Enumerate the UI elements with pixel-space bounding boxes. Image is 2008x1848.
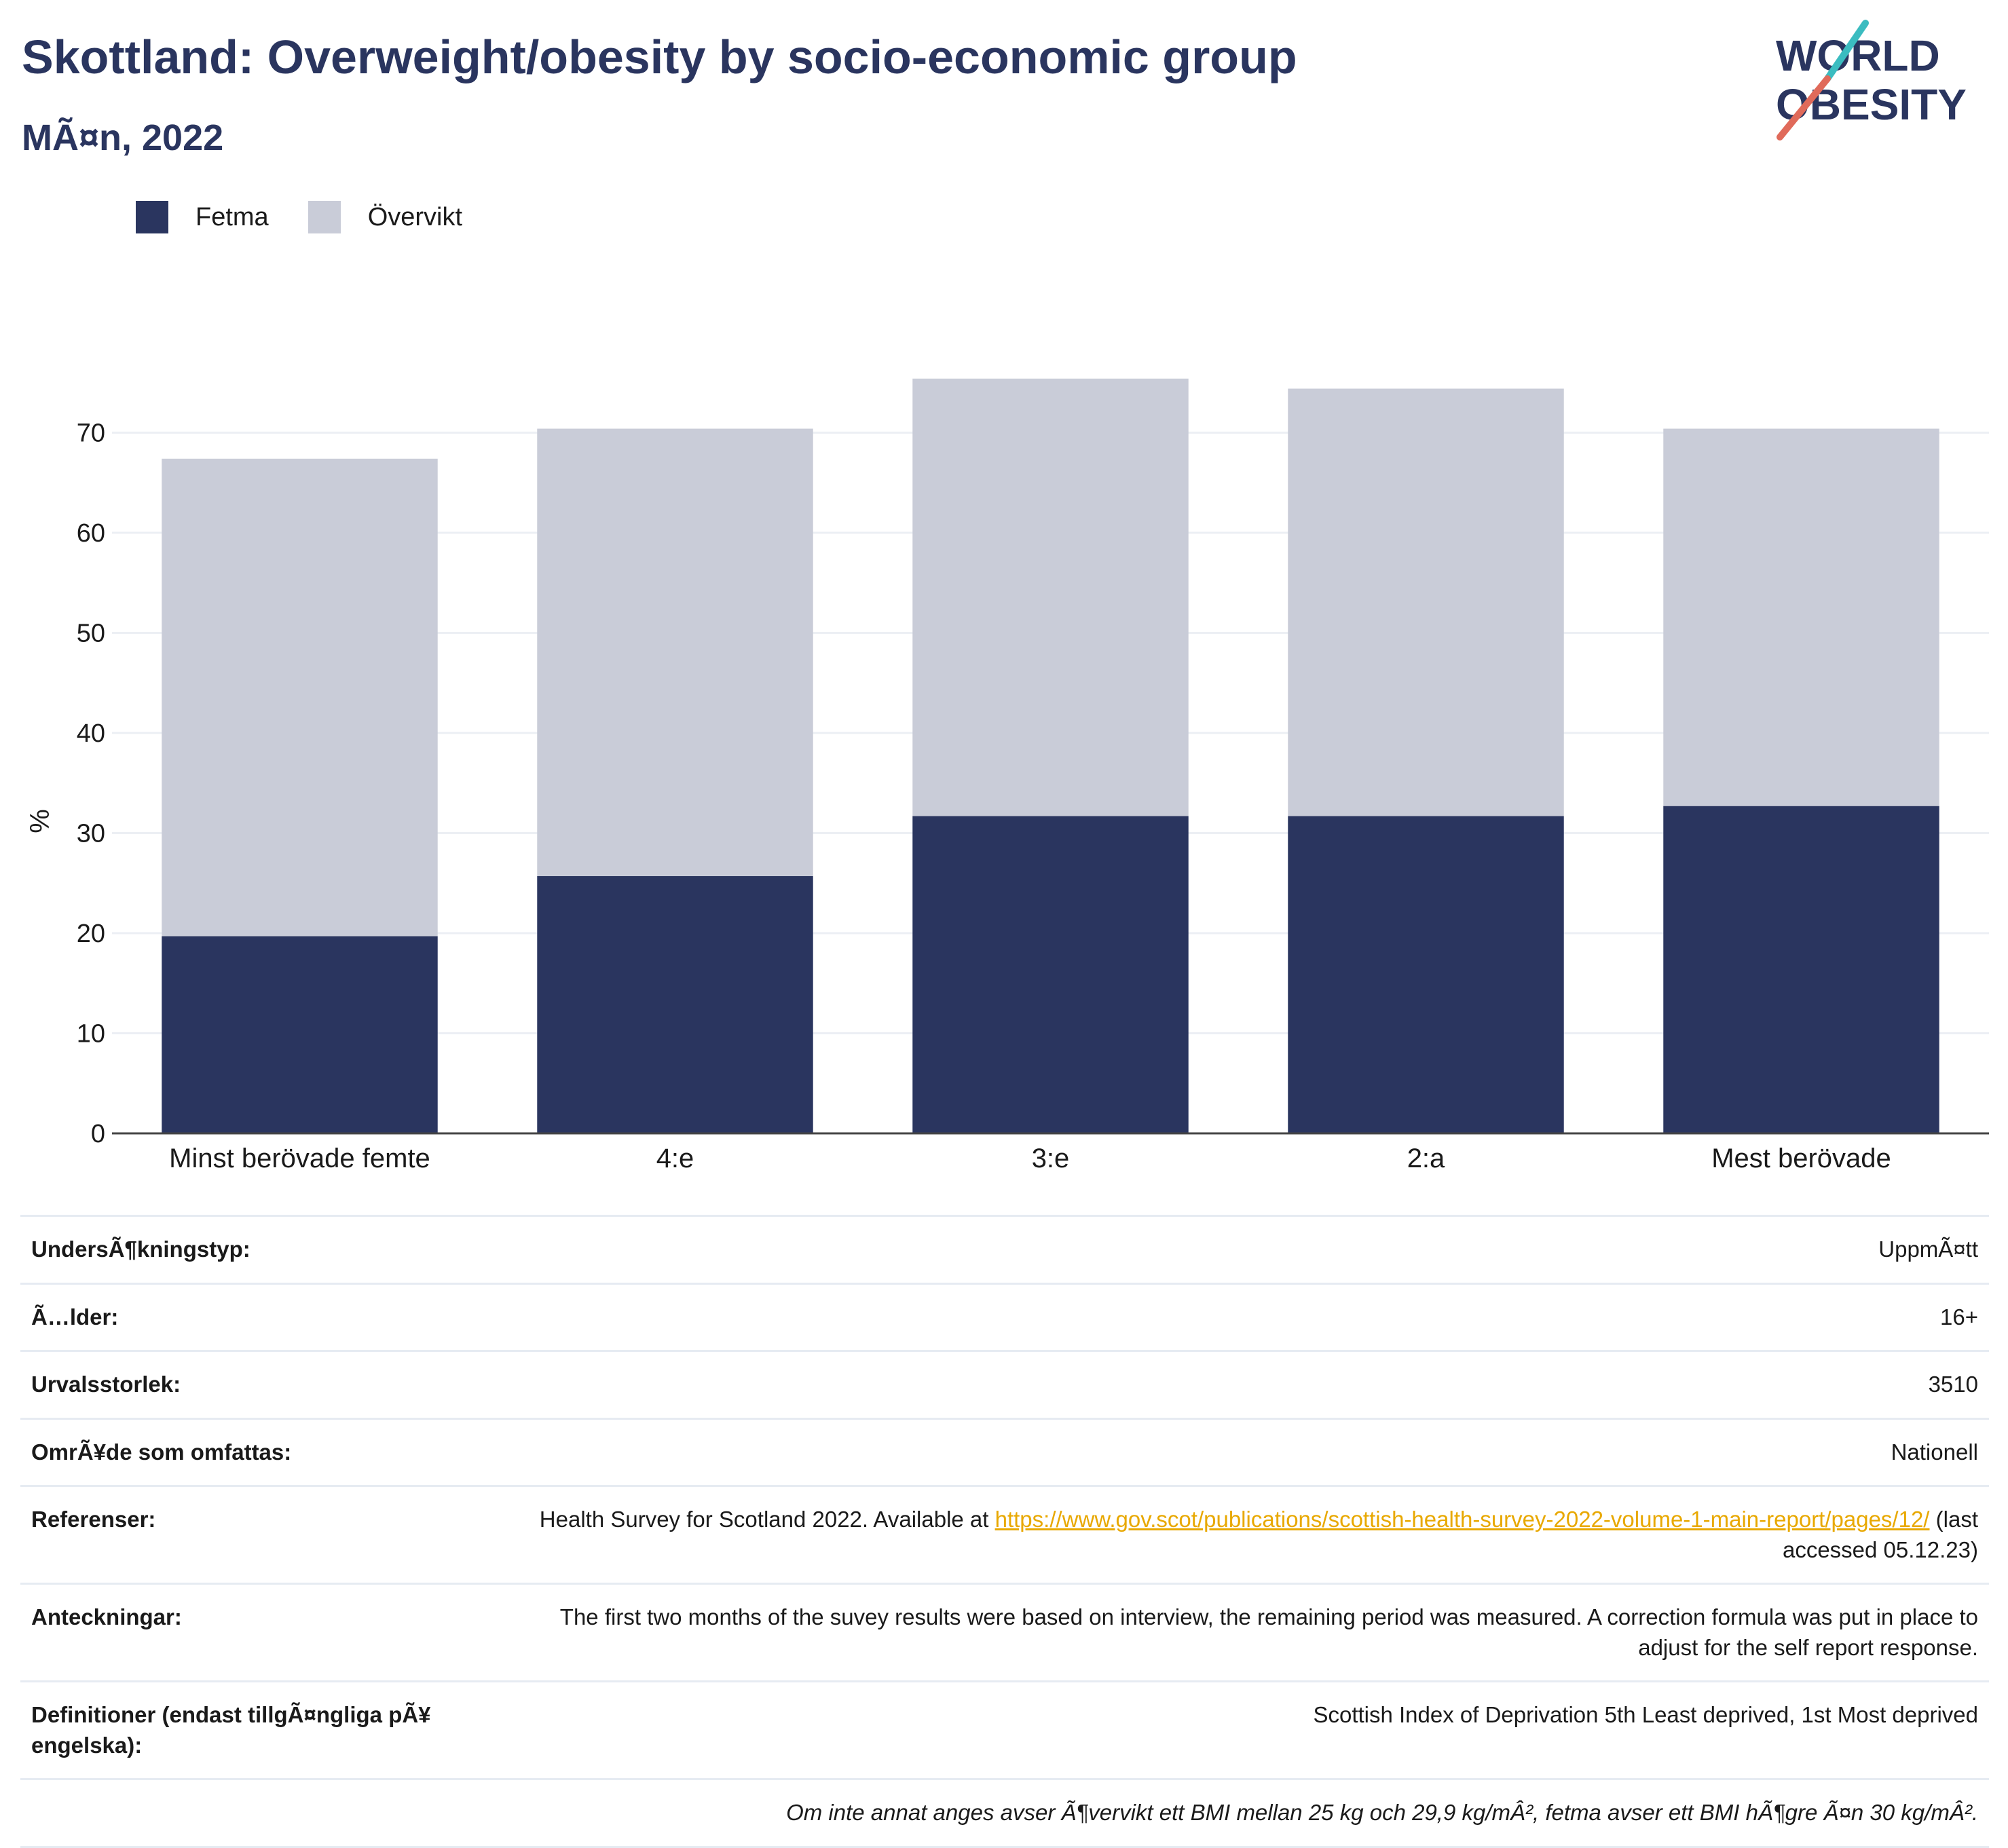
bar-fetma <box>912 816 1189 1133</box>
bar-fetma <box>1288 816 1564 1133</box>
legend: Fetma Övervikt <box>136 201 502 233</box>
world-obesity-logo: WORLD OBESITY <box>1776 20 1967 140</box>
info-row-area: OmrÃ¥de som omfattas: Nationell <box>20 1417 1989 1486</box>
info-label: Definitioner (endast tillgÃ¤ngliga pÃ¥ e… <box>20 1680 517 1779</box>
bar-fetma <box>1663 806 1939 1133</box>
bar-overvikt <box>1663 428 1939 806</box>
y-tick-label: 50 <box>77 620 105 648</box>
legend-label-fetma: Fetma <box>196 202 269 231</box>
bar-overvikt <box>537 428 813 876</box>
y-tick-label: 60 <box>77 519 105 548</box>
chart-subtitle: MÃ¤n, 2022 <box>22 117 224 158</box>
bar-overvikt <box>1288 388 1564 816</box>
y-tick-label: 20 <box>77 920 105 948</box>
x-tick-label: Mest berövade <box>1711 1144 1891 1173</box>
info-table: UndersÃ¶kningstyp: UppmÃ¤tt Ã…lder: 16+ … <box>20 1215 1989 1848</box>
x-tick-label: 2:a <box>1407 1144 1445 1173</box>
reference-text: Health Survey for Scotland 2022. Availab… <box>539 1507 995 1532</box>
reference-link[interactable]: https://www.gov.scot/publications/scotti… <box>994 1507 1930 1532</box>
y-axis-label: % <box>25 809 55 833</box>
stacked-bar-chart: 0 10 20 30 40 50 60 70% Minst berövade femte 4:e 3… <box>25 378 1989 1173</box>
info-row-notes: Anteckningar: The first two months of th… <box>20 1583 1989 1682</box>
info-value: 16+ <box>517 1282 1989 1351</box>
info-label: Referenser: <box>20 1485 517 1584</box>
footnote: Om inte annat anges avser Ã¶vervikt ett … <box>20 1778 1989 1848</box>
y-tick-label: 0 <box>91 1120 105 1148</box>
x-tick-label: Minst berövade femte <box>169 1144 430 1173</box>
info-value: 3510 <box>517 1350 1989 1419</box>
info-label: Anteckningar: <box>20 1583 517 1682</box>
info-value: Nationell <box>517 1417 1989 1486</box>
info-row-references: Referenser: Health Survey for Scotland 2… <box>20 1485 1989 1584</box>
bar-overvikt <box>912 378 1189 816</box>
info-row-definitions: Definitioner (endast tillgÃ¤ngliga pÃ¥ e… <box>20 1680 1989 1779</box>
x-tick-label: 3:e <box>1032 1144 1070 1173</box>
info-value: Scottish Index of Deprivation 5th Least … <box>517 1680 1989 1779</box>
chart-title: Skottland: Overweight/obesity by socio-e… <box>22 31 1297 83</box>
y-tick-label: 40 <box>77 719 105 748</box>
info-label: OmrÃ¥de som omfattas: <box>20 1417 517 1486</box>
legend-item-fetma[interactable]: Fetma <box>136 201 269 233</box>
info-label: Urvalsstorlek: <box>20 1350 517 1419</box>
y-tick-label: 70 <box>77 419 105 448</box>
legend-swatch-overvikt <box>308 201 341 233</box>
y-tick-label: 10 <box>77 1020 105 1049</box>
legend-swatch-fetma <box>136 201 168 233</box>
y-tick-label: 30 <box>77 820 105 848</box>
bar-fetma <box>537 875 813 1133</box>
bar-overvikt <box>162 458 438 937</box>
info-value: Health Survey for Scotland 2022. Availab… <box>517 1485 1989 1584</box>
info-row-survey-type: UndersÃ¶kningstyp: UppmÃ¤tt <box>20 1215 1989 1284</box>
info-value: UppmÃ¤tt <box>517 1215 1989 1284</box>
info-row-footnote: Om inte annat anges avser Ã¶vervikt ett … <box>20 1778 1989 1848</box>
info-row-sample-size: Urvalsstorlek: 3510 <box>20 1350 1989 1419</box>
legend-label-overvikt: Övervikt <box>367 202 463 231</box>
info-label: Ã…lder: <box>20 1282 517 1351</box>
x-tick-label: 4:e <box>656 1144 694 1173</box>
bar-fetma <box>162 936 438 1133</box>
legend-item-overvikt[interactable]: Övervikt <box>308 201 462 233</box>
info-row-age: Ã…lder: 16+ <box>20 1282 1989 1351</box>
reference-accessed: (last accessed 05.12.23) <box>1782 1507 1978 1562</box>
info-label: UndersÃ¶kningstyp: <box>20 1215 517 1284</box>
info-value: The first two months of the suvey result… <box>517 1583 1989 1682</box>
